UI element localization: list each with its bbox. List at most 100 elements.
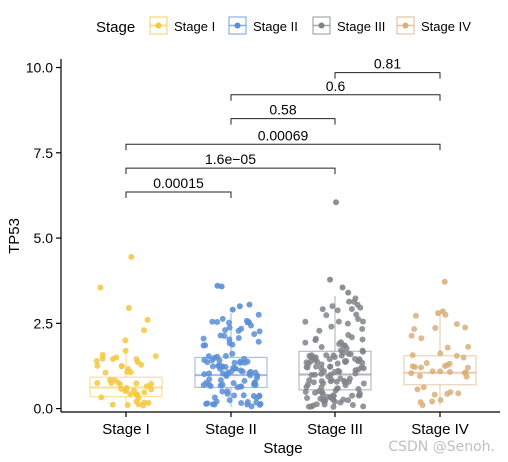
y-tick-label: 0.0	[34, 401, 54, 417]
data-point	[318, 344, 325, 351]
data-point	[340, 349, 347, 356]
data-point	[240, 392, 247, 399]
data-point	[214, 353, 221, 360]
data-point	[152, 353, 159, 360]
data-point	[206, 370, 213, 377]
data-point	[343, 358, 350, 365]
data-point	[133, 391, 140, 398]
data-point	[222, 364, 229, 371]
data-point	[420, 384, 427, 391]
data-point	[359, 318, 366, 325]
data-point	[411, 326, 418, 333]
data-point	[141, 399, 148, 406]
data-point	[327, 363, 334, 370]
data-point	[229, 350, 236, 357]
data-point	[353, 311, 360, 318]
data-point	[248, 403, 255, 410]
data-point	[226, 324, 233, 331]
data-point	[437, 350, 444, 357]
data-point	[256, 392, 263, 399]
data-point	[325, 373, 332, 380]
data-point	[327, 276, 334, 283]
data-point	[231, 392, 238, 399]
data-point	[209, 363, 216, 370]
data-point	[329, 303, 336, 310]
data-point	[348, 305, 355, 312]
data-point	[305, 403, 312, 410]
data-point	[247, 372, 254, 379]
data-point	[98, 394, 105, 401]
data-point	[226, 336, 233, 343]
data-point	[359, 325, 366, 332]
data-point	[244, 319, 251, 326]
data-point	[337, 339, 344, 346]
data-point	[465, 343, 472, 350]
data-point	[330, 396, 337, 403]
data-point	[414, 386, 421, 393]
comparison-bracket	[125, 167, 336, 175]
data-point	[109, 355, 116, 362]
legend-key-point	[155, 22, 162, 29]
data-point	[238, 325, 245, 332]
data-point	[446, 369, 453, 376]
p-value-label: 0.58	[269, 102, 296, 118]
y-tick-label: 10.0	[26, 60, 53, 76]
data-point	[221, 332, 228, 339]
data-point	[229, 306, 236, 313]
data-point	[345, 331, 352, 338]
data-point	[135, 401, 142, 408]
data-point	[209, 318, 216, 325]
data-point	[306, 377, 313, 384]
data-point	[214, 319, 221, 326]
data-point	[217, 377, 224, 384]
data-point	[431, 391, 438, 398]
legend: Stage Stage I Stage II Stage III Stage IV	[96, 16, 471, 36]
data-point	[312, 337, 319, 344]
data-point	[346, 375, 353, 382]
legend-title: Stage	[96, 19, 135, 36]
data-point	[418, 335, 425, 342]
data-point	[461, 369, 468, 376]
data-point	[218, 283, 225, 290]
data-point	[204, 400, 211, 407]
data-point	[331, 368, 338, 375]
legend-label: Stage I	[174, 19, 215, 34]
data-point	[320, 380, 327, 387]
y-axis-title: TP53	[6, 218, 23, 254]
data-point	[237, 359, 244, 366]
data-point	[215, 362, 222, 369]
data-point	[312, 354, 319, 361]
data-point	[464, 364, 471, 371]
data-point	[237, 367, 244, 374]
data-point	[409, 352, 416, 359]
data-point	[412, 312, 419, 319]
comparison-bracket	[125, 143, 441, 151]
data-point	[118, 363, 125, 370]
data-point	[360, 365, 367, 372]
data-point	[441, 278, 448, 285]
data-point	[334, 307, 341, 314]
data-point	[124, 402, 131, 409]
legend-item: Stage II	[228, 16, 298, 35]
data-point	[230, 365, 237, 372]
x-tick-label: Stage IV	[411, 421, 469, 438]
data-point	[302, 339, 309, 346]
data-point	[340, 396, 347, 403]
data-point	[244, 358, 251, 365]
data-point	[418, 364, 425, 371]
legend-label: Stage III	[337, 19, 385, 34]
data-point	[303, 364, 310, 371]
data-point	[429, 398, 436, 405]
data-point	[236, 303, 243, 310]
data-point	[202, 342, 209, 349]
data-point	[326, 356, 333, 363]
y-tick-label: 5.0	[34, 230, 54, 246]
data-point	[429, 368, 436, 375]
watermark: CSDN @Senoh.	[388, 439, 495, 455]
data-point	[99, 355, 106, 362]
data-point	[319, 306, 326, 313]
p-value-label: 0.00069	[258, 127, 309, 143]
data-point	[107, 376, 114, 383]
